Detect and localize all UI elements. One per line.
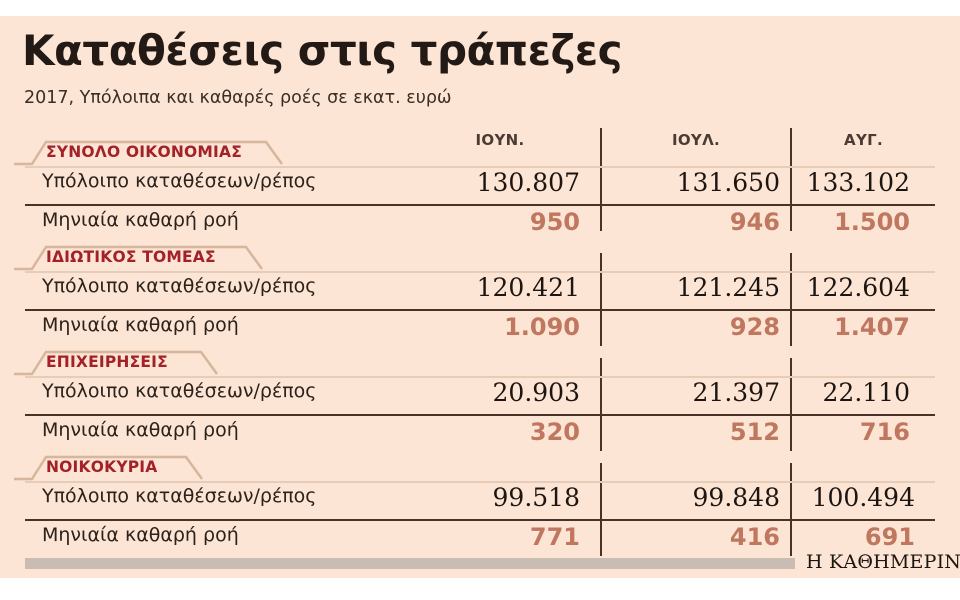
cell-flow-0-2: 1.500 [834,208,910,236]
cell-flow-3-0: 771 [529,523,580,551]
cell-balance-3-0: 99.518 [492,483,580,512]
section-rule-light-2 [25,376,935,378]
cell-flow-2-2: 716 [859,418,910,446]
cell-balance-1-0: 120.421 [476,273,580,302]
cell-balance-0-0: 130.807 [476,168,580,197]
row-label-balance-1: Υπόλοιπο καταθέσεων/ρέπος [42,275,317,297]
section-banner-2 [14,350,229,376]
cell-flow-0-1: 946 [729,208,780,236]
page-subtitle: 2017, Υπόλοιπα και καθαρές ροές σε εκατ.… [24,88,452,108]
column-header-0: ΙΟΥΝ. [475,131,525,149]
section-rule-light-3 [25,481,935,483]
section-rule-dark-3 [25,519,935,521]
cell-flow-2-1: 512 [729,418,780,446]
cell-balance-1-2: 122.604 [806,273,910,302]
section-rule-light-1 [25,271,935,273]
cell-flow-1-1: 928 [729,313,780,341]
column-divider-2-s3 [790,463,792,556]
page-title: Καταθέσεις στις τράπεζες [22,26,623,75]
column-divider-1-s2 [600,358,602,451]
cell-balance-3-2: 100.494 [811,483,915,512]
row-label-flow-3: Μηνιαία καθαρή ροή [42,524,239,546]
column-divider-1-s0 [600,128,602,231]
cell-flow-2-0: 320 [529,418,580,446]
row-label-flow-2: Μηνιαία καθαρή ροή [42,419,239,441]
section-banner-3 [14,455,214,481]
cell-balance-1-1: 121.245 [676,273,780,302]
column-divider-2-s0 [790,128,792,231]
column-divider-1-s1 [600,253,602,346]
row-label-balance-3: Υπόλοιπο καταθέσεων/ρέπος [42,485,317,507]
section-banner-1 [14,245,274,271]
cell-balance-0-2: 133.102 [806,168,910,197]
cell-balance-2-2: 22.110 [822,378,910,407]
cell-flow-1-0: 1.090 [504,313,580,341]
section-banner-0 [14,140,294,166]
section-rule-dark-0 [25,204,935,206]
cell-balance-2-0: 20.903 [492,378,580,407]
row-label-flow-1: Μηνιαία καθαρή ροή [42,314,239,336]
cell-balance-2-1: 21.397 [692,378,780,407]
cell-flow-3-1: 416 [729,523,780,551]
column-divider-2-s1 [790,253,792,346]
row-label-balance-0: Υπόλοιπο καταθέσεων/ρέπος [42,170,317,192]
row-label-balance-2: Υπόλοιπο καταθέσεων/ρέπος [42,380,317,402]
cell-flow-1-2: 1.407 [834,313,910,341]
cell-balance-3-1: 99.848 [692,483,780,512]
panel-background [0,16,960,578]
footer-bar [25,558,795,569]
row-label-flow-0: Μηνιαία καθαρή ροή [42,209,239,231]
cell-balance-0-1: 131.650 [676,168,780,197]
section-rule-dark-2 [25,414,935,416]
section-title-2: ΕΠΙΧΕΙΡΗΣΕΙΣ [46,353,168,371]
section-title-1: ΙΔΙΩΤΙΚΟΣ ΤΟΜΕΑΣ [46,248,216,266]
section-rule-dark-1 [25,309,935,311]
cell-flow-3-2: 691 [864,523,915,551]
column-header-2: ΑΥΓ. [844,131,883,149]
column-divider-1-s3 [600,463,602,556]
column-divider-2-s2 [790,358,792,451]
source-logo: Η ΚΑΘΗΜΕΡΙΝΗ [806,551,960,573]
column-header-1: ΙΟΥΛ. [671,131,720,149]
section-title-3: ΝΟΙΚΟΚΥΡΙΑ [46,458,158,476]
section-title-0: ΣΥΝΟΛΟ ΟΙΚΟΝΟΜΙΑΣ [46,143,242,161]
cell-flow-0-0: 950 [529,208,580,236]
section-rule-light-0 [25,166,935,168]
